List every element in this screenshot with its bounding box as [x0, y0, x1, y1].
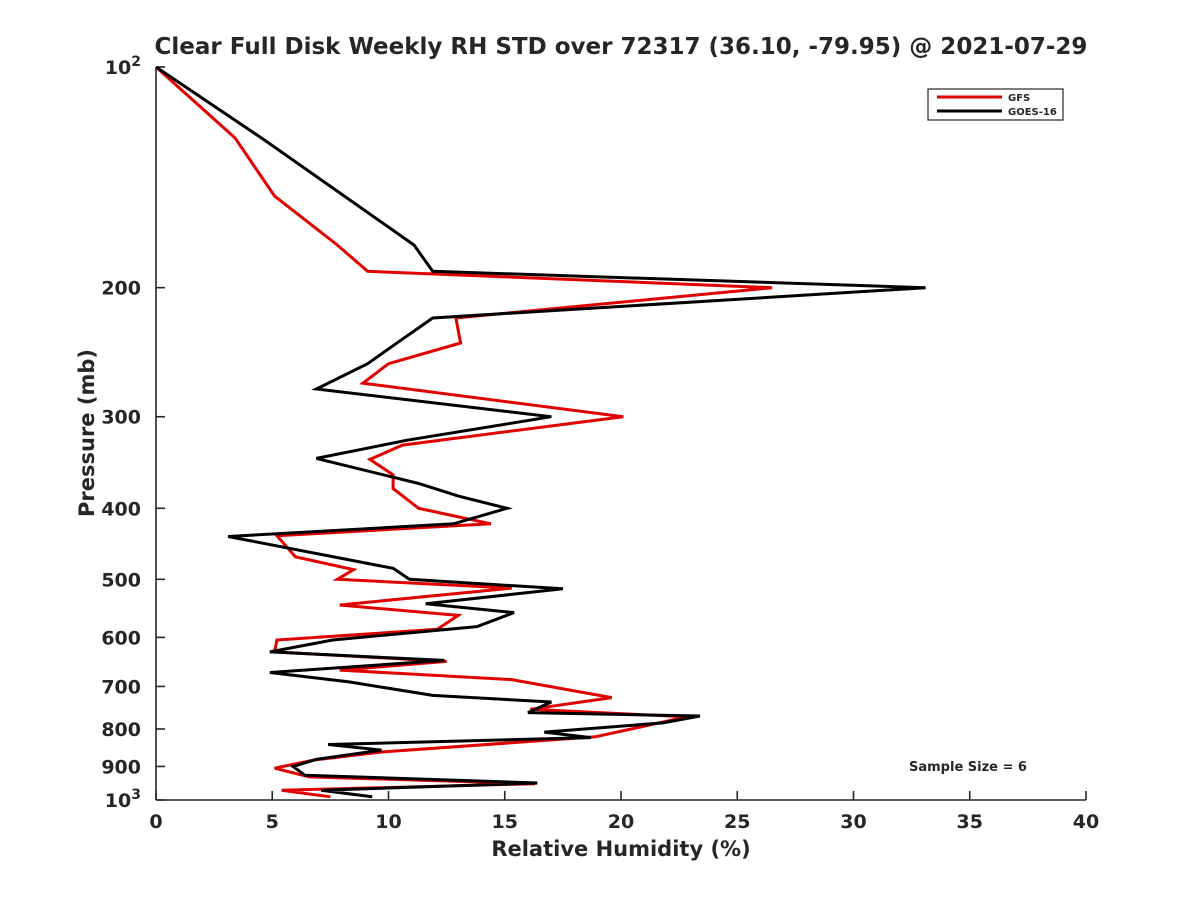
x-tick-label: 30 [840, 811, 866, 833]
x-tick-label: 10 [375, 811, 401, 833]
x-tick-label: 20 [608, 811, 634, 833]
y-tick-label: 500 [101, 569, 141, 591]
y-tick-base: 10 [105, 57, 131, 79]
series-line-goes16 [155, 65, 926, 799]
y-axis-label: Pressure (mb) [75, 349, 99, 517]
sample-size-annotation: Sample Size = 6 [909, 760, 1027, 775]
x-tick-label: 5 [266, 811, 279, 833]
y-tick-label: 300 [101, 407, 141, 429]
axes [155, 67, 1086, 801]
x-tick-labels: 0 5 10 15 20 25 30 35 40 [149, 811, 1099, 833]
y-tick-label: 700 [101, 676, 141, 698]
legend-label-goes16: GOES-16 [1008, 107, 1057, 118]
x-tick-label: 0 [149, 811, 162, 833]
series-layer [154, 65, 926, 799]
x-axis-label: Relative Humidity (%) [491, 837, 750, 861]
y-tick-label: 800 [101, 719, 141, 741]
y-tick-label: 400 [101, 498, 141, 520]
y-tick-label: 103 [105, 787, 141, 812]
y-tick-exponent: 2 [131, 54, 141, 70]
y-tick-base: 10 [105, 790, 131, 812]
x-tick-label: 35 [957, 811, 983, 833]
legend-box [927, 88, 1064, 121]
legend: GFS GOES-16 [927, 88, 1064, 121]
y-tick-label: 200 [101, 278, 141, 300]
chart-title: Clear Full Disk Weekly RH STD over 72317… [155, 34, 1088, 60]
y-tick-label: 900 [101, 756, 141, 778]
x-tick-label: 15 [492, 811, 518, 833]
y-tick-label: 102 [105, 54, 141, 79]
legend-label-gfs: GFS [1008, 93, 1030, 104]
x-tick-label: 40 [1073, 811, 1099, 833]
y-tick-exponent: 3 [131, 787, 141, 803]
x-tick-label: 25 [724, 811, 750, 833]
y-tick-label: 600 [101, 627, 141, 649]
